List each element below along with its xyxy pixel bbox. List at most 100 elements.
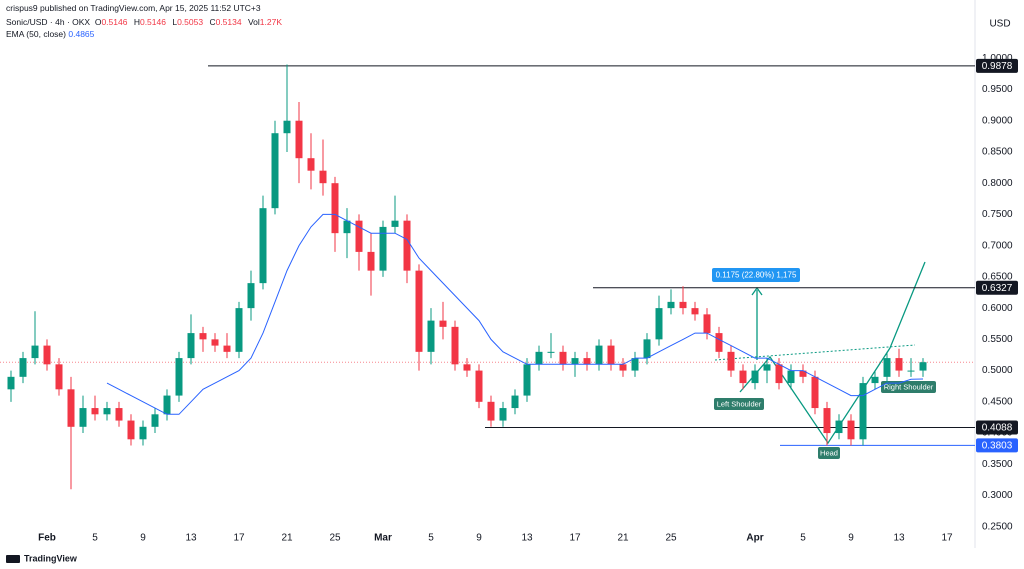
candle-body	[91, 408, 99, 415]
x-tick-label: 13	[893, 533, 905, 544]
candle-body	[31, 345, 39, 359]
candle-body	[583, 358, 591, 365]
candle-body	[43, 345, 51, 365]
ema-line	[106, 213, 924, 415]
candle-body	[787, 370, 795, 384]
candle-body	[103, 408, 111, 415]
candle-body	[679, 301, 687, 309]
level-label-box	[976, 438, 1018, 453]
x-tick-label: 25	[329, 533, 341, 544]
candle-body	[235, 308, 243, 352]
candle-body	[703, 314, 711, 334]
candle-body	[571, 358, 579, 365]
y-tick-label: 1.0000	[982, 53, 1013, 64]
candle-body	[271, 133, 279, 209]
candle-body	[403, 220, 411, 271]
level-label-box	[976, 58, 1018, 73]
candle-body	[127, 420, 135, 440]
candle-body	[619, 364, 627, 371]
candle-body	[763, 364, 771, 371]
x-tick-label: 21	[281, 533, 293, 544]
level-label: 0.3803	[982, 440, 1013, 451]
candle-body	[55, 364, 63, 390]
y-tick-label: 0.7500	[982, 209, 1013, 220]
candle-body	[859, 383, 867, 440]
level-label: 0.6327	[982, 283, 1013, 294]
candle-body	[211, 339, 219, 346]
candle-body	[175, 358, 183, 396]
candle-body	[451, 326, 459, 365]
candle-body	[511, 395, 519, 409]
x-tick-label: 9	[848, 533, 854, 544]
candle-body	[439, 320, 447, 327]
candle-body	[223, 345, 231, 352]
candle-body	[775, 364, 783, 384]
candle-body	[751, 370, 759, 384]
symbol: Sonic/USD · 4h · OKX	[6, 17, 91, 27]
measure-box	[712, 268, 800, 282]
volume-label: Vol	[247, 17, 260, 27]
head-label: Head	[820, 448, 838, 457]
pattern-zigzag	[739, 261, 926, 445]
candle-body	[379, 226, 387, 271]
x-tick-label: 17	[941, 533, 953, 544]
candle-body	[811, 376, 819, 409]
candle-body	[139, 426, 147, 440]
y-tick-label: 0.3500	[982, 459, 1013, 470]
right-shoulder-box	[881, 381, 936, 393]
candle-body	[715, 333, 723, 352]
candle-body	[595, 345, 603, 365]
y-tick-label: 0.4500	[982, 396, 1013, 407]
candle-body	[499, 408, 507, 421]
ohlc-h-label: H	[133, 17, 140, 27]
ohlc-o: 0.5146	[101, 17, 128, 27]
candle-body	[559, 351, 567, 365]
brand-logo	[6, 555, 20, 563]
ema-label: EMA (50, close)	[6, 29, 66, 39]
candle-body	[307, 158, 315, 171]
ema-legend: EMA (50, close) 0.4865	[6, 29, 94, 39]
candle-body	[79, 408, 87, 427]
candle-body	[523, 364, 531, 396]
ohlc-l: 0.5053	[177, 17, 204, 27]
candle-body	[163, 395, 171, 415]
y-tick-label: 0.5000	[982, 365, 1013, 376]
x-tick-label: 9	[476, 533, 482, 544]
level-label: 0.9878	[982, 61, 1013, 72]
candle-body	[259, 208, 267, 284]
publisher: crispus9 published on TradingView.com, A…	[6, 3, 261, 13]
y-tick-label: 0.8500	[982, 147, 1013, 158]
candle-body	[883, 358, 891, 377]
ohlc-c-label: C	[209, 17, 216, 27]
ohlc-c: 0.5134	[215, 17, 242, 27]
candle-body	[631, 358, 639, 371]
candle-body	[427, 320, 435, 352]
candle-body	[355, 220, 363, 252]
candle-body	[247, 283, 255, 309]
ema-value: 0.4865	[68, 29, 95, 39]
candle-body	[391, 220, 399, 227]
y-tick-label: 0.6000	[982, 303, 1013, 314]
level-label-box	[976, 420, 1018, 435]
candle-body	[187, 333, 195, 359]
x-tick-label: 5	[800, 533, 806, 544]
x-tick-label: 17	[569, 533, 581, 544]
currency: USD	[989, 19, 1010, 30]
candle-body	[547, 351, 555, 353]
x-tick-label: 5	[428, 533, 434, 544]
candle-body	[835, 420, 843, 434]
candle-body	[799, 370, 807, 377]
level-label-box	[976, 280, 1018, 295]
candle-body	[643, 339, 651, 359]
candle-body	[535, 351, 543, 365]
candle-body	[607, 345, 615, 365]
y-tick-label: 0.7000	[982, 240, 1013, 251]
candle-body	[667, 301, 675, 309]
left-shoulder-box	[714, 398, 764, 410]
candle-body	[115, 408, 123, 421]
ohlc-o-label: O	[94, 17, 102, 27]
x-tick-label: 21	[617, 533, 629, 544]
ohlc-l-label: L	[172, 17, 178, 27]
